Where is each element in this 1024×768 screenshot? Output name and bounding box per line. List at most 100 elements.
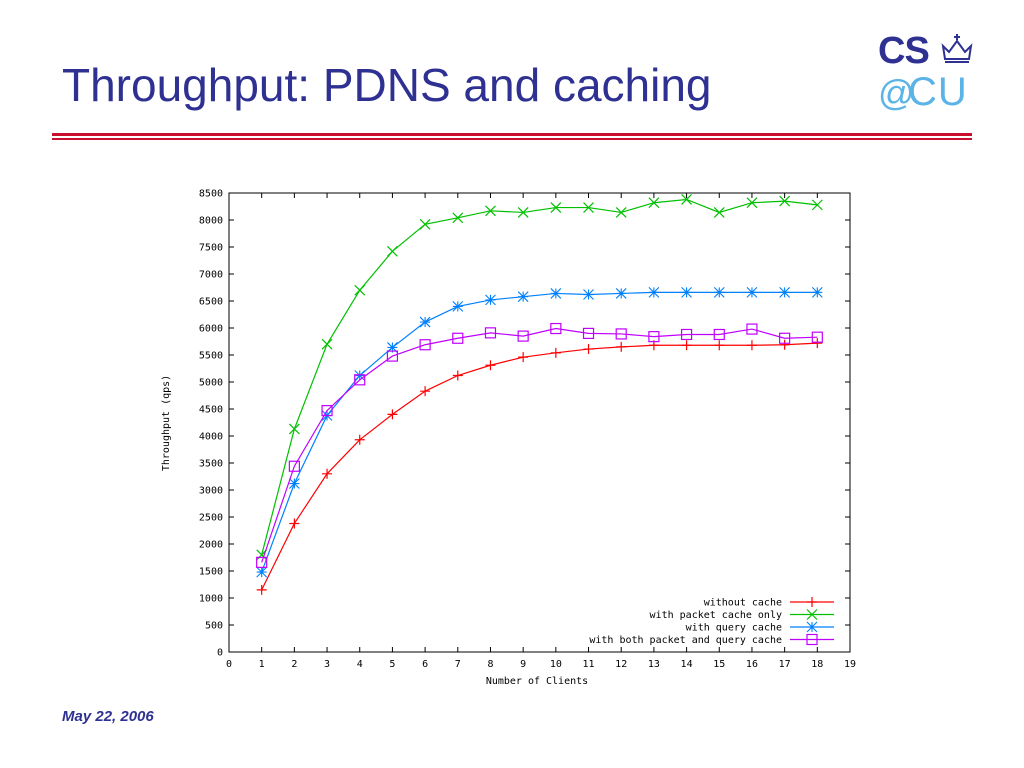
x-tick-label: 11 (583, 659, 595, 670)
series-line (261, 291, 818, 573)
data-point (812, 338, 823, 349)
x-tick-label: 9 (520, 659, 526, 670)
data-point (452, 332, 464, 344)
data-point (289, 518, 300, 529)
data-point (386, 350, 399, 362)
y-tick-label: 8500 (199, 189, 223, 200)
x-tick-label: 16 (746, 659, 758, 670)
x-tick-label: 8 (487, 659, 493, 670)
data-point (713, 328, 725, 341)
legend-swatch-marker (807, 597, 817, 607)
data-point (518, 352, 529, 363)
y-tick-label: 500 (205, 621, 223, 632)
logo-cs-text: CS (878, 30, 930, 72)
data-point (419, 218, 431, 230)
y-tick-label: 4500 (199, 405, 223, 416)
data-point (615, 207, 627, 218)
plot-frame (228, 192, 851, 653)
data-point (779, 195, 791, 207)
data-point (322, 468, 333, 479)
data-point (354, 370, 366, 381)
x-tick-label: 13 (648, 659, 660, 670)
legend-swatch-marker (806, 633, 818, 646)
x-tick-label: 7 (455, 659, 461, 670)
data-point (681, 340, 692, 351)
data-point (680, 328, 693, 341)
y-tick-label: 0 (217, 648, 223, 659)
series-3 (256, 322, 823, 568)
data-point (582, 327, 595, 339)
legend-label: without cache (704, 598, 782, 609)
data-point (550, 202, 562, 214)
data-point (746, 197, 758, 209)
data-point (452, 212, 464, 224)
x-tick-label: 17 (779, 659, 791, 670)
data-point (386, 245, 398, 257)
data-point (713, 207, 725, 218)
x-tick-label: 1 (259, 659, 265, 670)
x-tick-label: 12 (615, 659, 627, 670)
series-line (261, 198, 818, 555)
data-point (550, 347, 561, 358)
x-tick-label: 15 (713, 659, 725, 670)
data-point (681, 286, 692, 298)
data-point (746, 323, 758, 335)
x-tick-label: 14 (681, 659, 693, 670)
data-point (714, 340, 725, 351)
data-point (321, 405, 333, 417)
y-tick-label: 6500 (199, 297, 223, 308)
data-point (779, 332, 791, 344)
y-tick-label: 3500 (199, 459, 223, 470)
y-tick-label: 1000 (199, 594, 223, 605)
data-point (550, 322, 562, 335)
data-point (485, 205, 496, 217)
data-point (779, 339, 790, 350)
legend-swatch-marker (806, 621, 818, 633)
chart-series-layer (256, 194, 823, 595)
data-point (387, 342, 398, 353)
y-tick-label: 3000 (199, 486, 223, 497)
y-tick-label: 2000 (199, 540, 223, 551)
data-point (681, 194, 693, 205)
data-point (616, 341, 627, 352)
legend-swatch-marker (806, 609, 818, 620)
series-line (261, 327, 818, 563)
crown-icon (941, 34, 973, 63)
legend-label: with packet cache only (650, 610, 782, 621)
series-line (261, 342, 818, 591)
data-point (583, 202, 594, 214)
data-point (452, 301, 464, 312)
x-tick-label: 0 (226, 659, 232, 670)
series-2 (256, 286, 823, 578)
throughput-chart: 0 1 2 3 4 5 6 7 8 9 10 11 12 13 14 15 16 17 18 190500100015… (161, 189, 856, 688)
logo-at-symbol: @ (878, 72, 915, 113)
data-point (256, 566, 268, 578)
data-point (484, 327, 497, 339)
logo-cu-text: CU (908, 70, 968, 114)
data-point (648, 331, 660, 343)
legend-label: with query cache (686, 623, 782, 634)
data-point (256, 556, 268, 568)
data-point (387, 409, 398, 420)
data-point (811, 199, 823, 211)
x-tick-label: 3 (324, 659, 330, 670)
x-tick-label: 18 (811, 659, 823, 670)
data-point (354, 284, 366, 296)
series-1 (256, 194, 823, 561)
data-point (615, 328, 627, 340)
data-point (419, 339, 431, 351)
y-tick-label: 8000 (199, 216, 223, 227)
data-point (354, 374, 366, 386)
data-point (485, 294, 496, 306)
data-point (517, 207, 529, 218)
title-rule-bottom (52, 138, 972, 140)
data-point (288, 478, 300, 489)
data-point (321, 338, 333, 350)
x-tick-label: 6 (422, 659, 428, 670)
data-point (354, 434, 365, 445)
x-tick-label: 5 (389, 659, 395, 670)
series-0 (256, 338, 823, 595)
data-point (648, 197, 660, 209)
data-point (517, 330, 529, 342)
y-tick-label: 5000 (199, 378, 223, 389)
